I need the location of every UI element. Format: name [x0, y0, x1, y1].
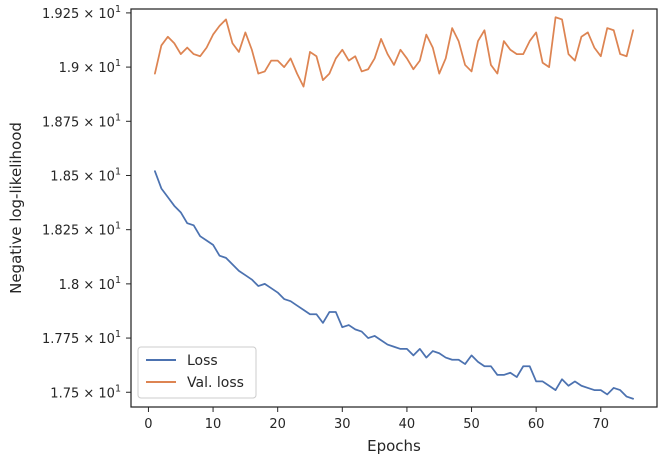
- y-tick-label: 1.925 × 101: [42, 4, 121, 22]
- x-tick-label: 30: [334, 417, 351, 432]
- y-tick-label: 1.9 × 101: [59, 58, 121, 76]
- x-tick-label: 70: [593, 417, 610, 432]
- y-tick-label: 1.775 × 101: [42, 329, 121, 347]
- y-tick-label: 1.875 × 101: [42, 112, 121, 130]
- x-tick-label: 0: [144, 417, 152, 432]
- plot-frame: [130, 8, 658, 408]
- y-tick-label: 1.85 × 101: [50, 166, 121, 184]
- y-tick-label: 1.8 × 101: [59, 275, 121, 293]
- x-axis-label: Epochs: [367, 437, 421, 455]
- series-line-val-loss: [154, 16, 634, 88]
- y-tick-label: 1.825 × 101: [42, 221, 121, 239]
- legend-label-val-loss: Val. loss: [187, 375, 244, 391]
- x-axis-ticks: 0 10 20 30 40 50 60 70: [144, 407, 609, 432]
- x-tick-label: 20: [269, 417, 286, 432]
- y-axis-label: Negative log-likelihood: [7, 122, 25, 294]
- y-tick-label: 1.75 × 101: [50, 383, 121, 401]
- legend: Loss Val. loss: [137, 346, 257, 399]
- legend-label-loss: Loss: [187, 353, 218, 369]
- x-tick-label: 50: [463, 417, 480, 432]
- x-tick-label: 40: [399, 417, 416, 432]
- x-tick-label: 10: [205, 417, 222, 432]
- series-line-loss: [154, 170, 634, 400]
- plot-lines: [154, 16, 634, 400]
- x-tick-label: 60: [528, 417, 545, 432]
- y-axis-ticks: 1.75 × 101 1.775 × 101 1.8 × 101 1.825 × 10…: [42, 4, 131, 401]
